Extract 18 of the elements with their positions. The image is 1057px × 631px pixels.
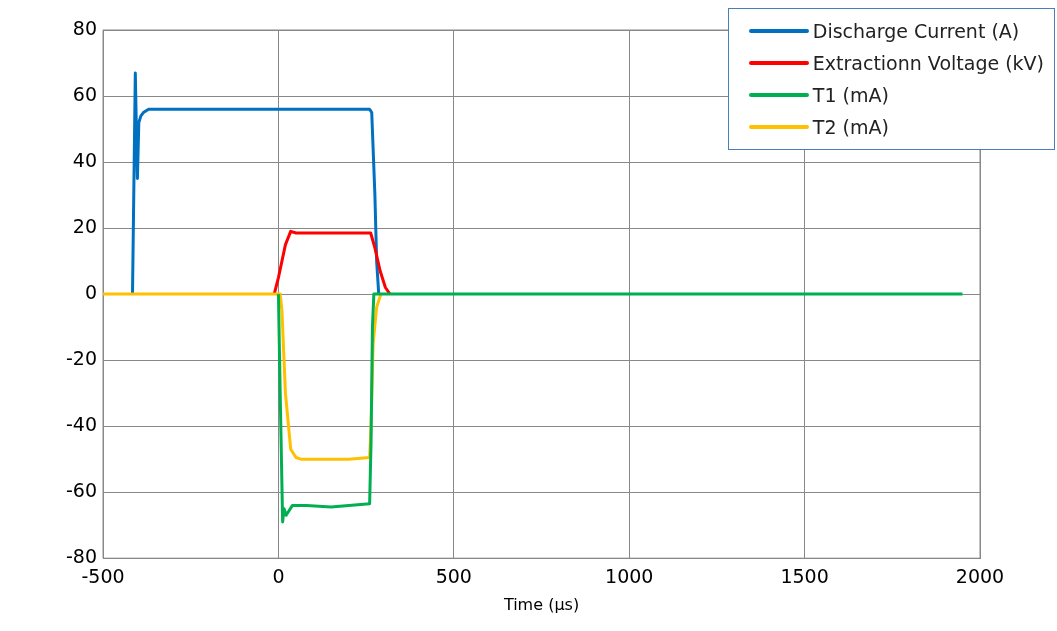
y-tick-label: -20 <box>65 347 98 370</box>
y-tick-label: -40 <box>65 413 98 436</box>
legend-label: T2 (mA) <box>812 116 889 138</box>
x-tick-label: 500 <box>435 564 472 587</box>
y-tick-label: 0 <box>84 281 98 304</box>
y-tick-label: 80 <box>72 16 98 39</box>
x-tick-label: 2000 <box>955 564 1005 587</box>
legend-label: T1 (mA) <box>812 84 889 106</box>
x-axis-title: Time (µs) <box>502 595 580 615</box>
y-tick-label: -60 <box>65 479 98 502</box>
legend-label: Discharge Current (A) <box>812 20 1020 42</box>
x-tick-label: 0 <box>272 564 285 587</box>
x-tick-label: 1000 <box>605 564 654 587</box>
y-tick-label: 40 <box>72 148 98 171</box>
x-tick-label: 1500 <box>780 564 829 587</box>
legend-label: Extractionn Voltage (kV) <box>812 52 1044 74</box>
y-tick-label: 20 <box>72 215 98 238</box>
y-tick-label: 60 <box>72 82 98 105</box>
